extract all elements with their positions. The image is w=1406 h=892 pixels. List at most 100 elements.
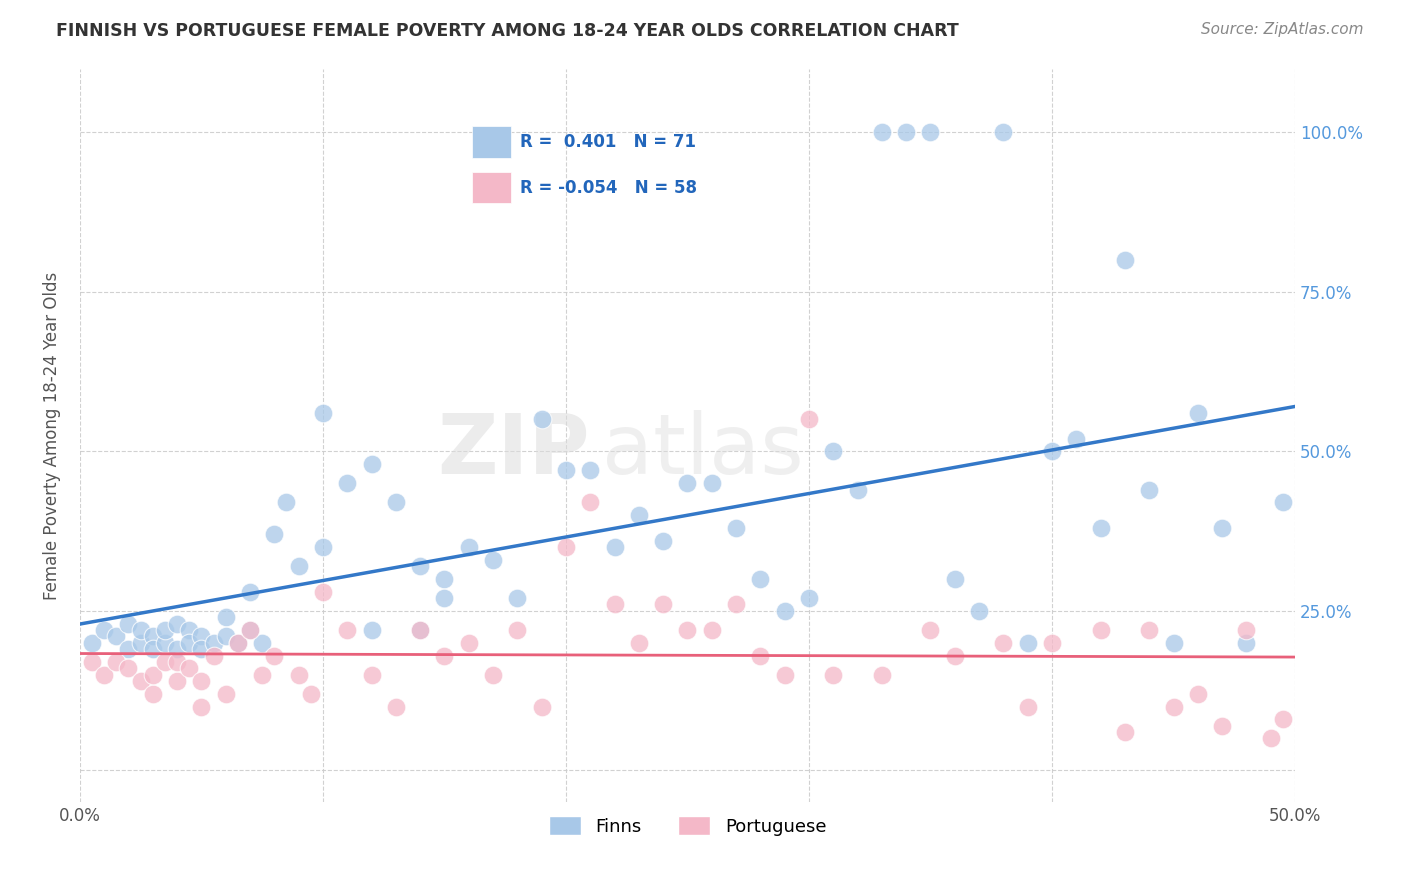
Point — [239, 623, 262, 637]
Point — [920, 125, 942, 139]
Legend: Finns, Portuguese: Finns, Portuguese — [540, 806, 835, 845]
Point — [676, 623, 699, 637]
Point — [1137, 483, 1160, 497]
Point — [773, 604, 796, 618]
Point — [579, 495, 602, 509]
Point — [166, 642, 188, 657]
Point — [190, 699, 212, 714]
Point — [627, 636, 650, 650]
Point — [250, 667, 273, 681]
Text: Source: ZipAtlas.com: Source: ZipAtlas.com — [1201, 22, 1364, 37]
Point — [555, 540, 578, 554]
Point — [153, 623, 176, 637]
Point — [80, 636, 103, 650]
Point — [202, 648, 225, 663]
Point — [179, 623, 201, 637]
Point — [700, 623, 723, 637]
Point — [1017, 699, 1039, 714]
Point — [725, 598, 748, 612]
Point — [312, 584, 335, 599]
Point — [202, 636, 225, 650]
Point — [312, 406, 335, 420]
Point — [80, 655, 103, 669]
Point — [1017, 636, 1039, 650]
Point — [263, 527, 285, 541]
Point — [263, 648, 285, 663]
Point — [117, 661, 139, 675]
Point — [1234, 636, 1257, 650]
Point — [1163, 699, 1185, 714]
Point — [239, 623, 262, 637]
Point — [627, 508, 650, 523]
Point — [1090, 521, 1112, 535]
Point — [1114, 252, 1136, 267]
Point — [1163, 636, 1185, 650]
Point — [943, 648, 966, 663]
Point — [117, 616, 139, 631]
Point — [603, 598, 626, 612]
Point — [749, 648, 772, 663]
Point — [385, 495, 408, 509]
Point — [1271, 495, 1294, 509]
Point — [360, 623, 382, 637]
Point — [1260, 731, 1282, 746]
Point — [506, 623, 529, 637]
Point — [166, 673, 188, 688]
Point — [226, 636, 249, 650]
Point — [153, 655, 176, 669]
Point — [385, 699, 408, 714]
Point — [1211, 719, 1233, 733]
Point — [129, 673, 152, 688]
Point — [179, 636, 201, 650]
Point — [823, 667, 845, 681]
Point — [360, 457, 382, 471]
Point — [823, 444, 845, 458]
Point — [1090, 623, 1112, 637]
Text: atlas: atlas — [602, 409, 804, 491]
Point — [482, 667, 505, 681]
Point — [239, 584, 262, 599]
Point — [555, 463, 578, 477]
Point — [142, 687, 165, 701]
Point — [943, 572, 966, 586]
Point — [1137, 623, 1160, 637]
Point — [433, 572, 456, 586]
Point — [336, 623, 359, 637]
Point — [506, 591, 529, 606]
Point — [287, 667, 309, 681]
Text: ZIP: ZIP — [437, 409, 591, 491]
Point — [676, 476, 699, 491]
Point — [129, 623, 152, 637]
Point — [190, 629, 212, 643]
Point — [190, 673, 212, 688]
Point — [215, 610, 238, 624]
Point — [920, 623, 942, 637]
Point — [993, 125, 1015, 139]
Point — [700, 476, 723, 491]
Point — [870, 125, 893, 139]
Point — [166, 655, 188, 669]
Point — [457, 540, 479, 554]
Point — [530, 699, 553, 714]
Point — [93, 667, 115, 681]
Point — [993, 636, 1015, 650]
Point — [226, 636, 249, 650]
Point — [215, 687, 238, 701]
Point — [1211, 521, 1233, 535]
Point — [105, 655, 128, 669]
Point — [482, 553, 505, 567]
Point — [652, 533, 675, 548]
Point — [142, 642, 165, 657]
Point — [433, 648, 456, 663]
Y-axis label: Female Poverty Among 18-24 Year Olds: Female Poverty Among 18-24 Year Olds — [44, 271, 60, 599]
Point — [579, 463, 602, 477]
Point — [797, 412, 820, 426]
Point — [129, 636, 152, 650]
Text: FINNISH VS PORTUGUESE FEMALE POVERTY AMONG 18-24 YEAR OLDS CORRELATION CHART: FINNISH VS PORTUGUESE FEMALE POVERTY AMO… — [56, 22, 959, 40]
Point — [1040, 636, 1063, 650]
Point — [153, 636, 176, 650]
Point — [1040, 444, 1063, 458]
Point — [870, 667, 893, 681]
Point — [530, 412, 553, 426]
Point — [725, 521, 748, 535]
